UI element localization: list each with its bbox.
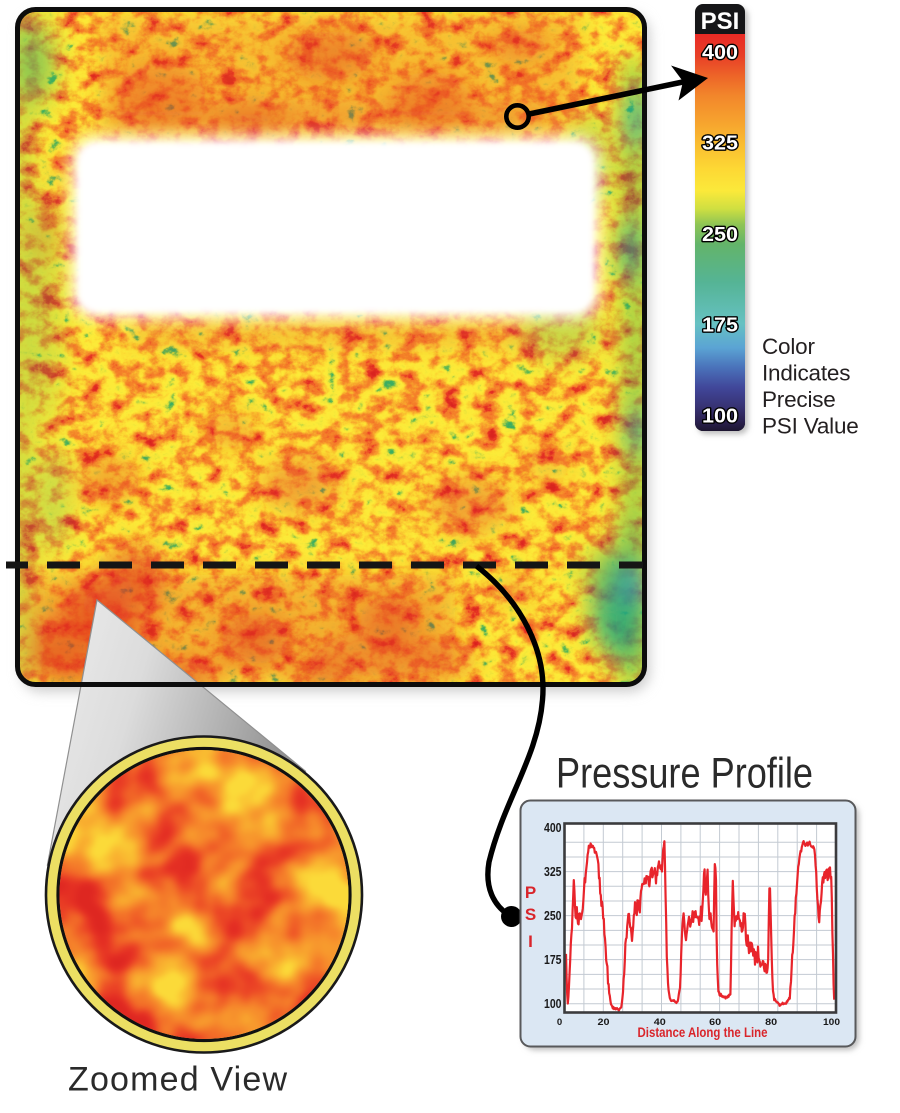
- svg-text:PSI Value: PSI Value: [762, 414, 859, 439]
- svg-text:Precise: Precise: [762, 387, 836, 412]
- svg-text:Zoomed View: Zoomed View: [68, 1061, 287, 1099]
- svg-text:175: 175: [544, 952, 562, 967]
- svg-text:S: S: [525, 905, 536, 924]
- svg-text:250: 250: [702, 223, 738, 246]
- svg-text:400: 400: [544, 820, 562, 835]
- svg-text:80: 80: [765, 1017, 777, 1028]
- svg-text:PSI: PSI: [701, 8, 740, 35]
- svg-text:20: 20: [598, 1017, 610, 1028]
- svg-text:60: 60: [709, 1017, 721, 1028]
- svg-text:325: 325: [544, 864, 562, 879]
- svg-text:325: 325: [702, 132, 738, 155]
- svg-text:Distance Along the Line: Distance Along the Line: [638, 1025, 768, 1040]
- svg-text:175: 175: [702, 314, 738, 337]
- svg-text:Color: Color: [762, 334, 815, 359]
- svg-text:Indicates: Indicates: [762, 361, 850, 386]
- svg-text:I: I: [528, 932, 533, 951]
- svg-text:100: 100: [544, 996, 562, 1011]
- svg-text:40: 40: [654, 1017, 666, 1028]
- svg-text:100: 100: [702, 405, 738, 428]
- svg-text:250: 250: [544, 908, 562, 923]
- svg-text:P: P: [525, 883, 536, 902]
- svg-text:100: 100: [823, 1017, 840, 1028]
- svg-text:0: 0: [557, 1017, 562, 1028]
- svg-text:400: 400: [702, 41, 738, 64]
- svg-text:Pressure Profile: Pressure Profile: [556, 751, 813, 798]
